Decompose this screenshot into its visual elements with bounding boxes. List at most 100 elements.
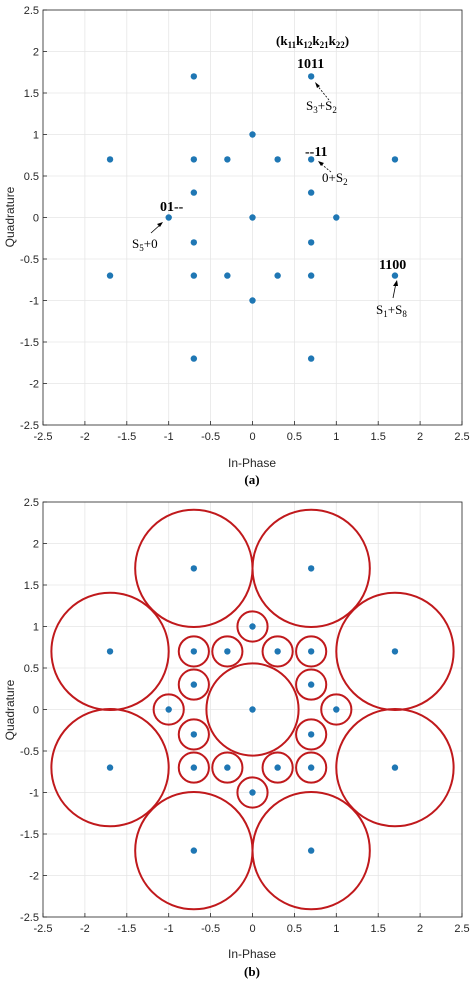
- decision-circle: [335, 591, 455, 712]
- annotation-1011-code: 1011: [297, 57, 324, 72]
- ticks-a: -2.5 -2 -1.5 -1 -0.5 0 0.5 1 1.5 2 2.5 2.5 2 1.5 1 0.5 0…: [20, 5, 470, 443]
- points-b: [106, 565, 399, 854]
- annotation-01-code: 01--: [160, 200, 184, 215]
- constellation-point: [224, 156, 231, 163]
- y-tick-label-a: -0.5: [20, 254, 39, 266]
- constellation-point: [249, 297, 256, 304]
- y-tick-label-a: 2.5: [24, 5, 39, 17]
- decision-circle: [295, 751, 328, 784]
- constellation-point: [307, 565, 315, 572]
- decision-circle: [211, 751, 244, 784]
- arrowhead-1011: [315, 82, 320, 88]
- y-tick-label-a: -1: [29, 296, 39, 308]
- decision-circle: [177, 635, 210, 668]
- arrowhead-11: [318, 161, 324, 166]
- constellation-point: [307, 189, 315, 196]
- constellation-point: [333, 214, 340, 221]
- decision-circle: [251, 508, 371, 629]
- arrowhead-1100: [393, 280, 398, 286]
- constellation-point: [106, 272, 114, 279]
- y-tick-label-a: -2.5: [20, 420, 39, 432]
- decision-circle: [236, 776, 269, 809]
- points-a: [106, 73, 399, 362]
- decision-circles-b: [50, 508, 455, 911]
- decision-circle: [261, 635, 294, 668]
- decision-circle: [50, 707, 170, 828]
- constellation-point: [190, 272, 198, 279]
- annotation-1100-code: 1100: [379, 258, 406, 273]
- x-tick-label-b: 1.5: [371, 923, 386, 935]
- x-tick-label-b: -1.5: [117, 923, 136, 935]
- panel-label-a: (a): [244, 472, 259, 487]
- constellation-point: [274, 156, 281, 163]
- y-axis-label-b: Quadrature: [3, 679, 17, 740]
- constellation-point: [249, 131, 256, 138]
- x-tick-label-a: -2.5: [34, 431, 53, 443]
- decision-circle: [177, 668, 210, 701]
- constellation-point: [224, 648, 231, 655]
- x-tick-label-a: 0.5: [287, 431, 302, 443]
- constellation-point: [165, 214, 172, 221]
- constellation-point: [190, 189, 198, 196]
- constellation-point: [224, 764, 231, 771]
- panel-label-b: (b): [244, 964, 260, 979]
- constellation-point: [391, 156, 399, 163]
- x-axis-label-b: In-Phase: [228, 947, 276, 961]
- constellation-point: [190, 648, 198, 655]
- constellation-point: [307, 731, 315, 738]
- x-tick-label-b: -1: [164, 923, 174, 935]
- decision-circle: [335, 707, 455, 828]
- constellation-point: [190, 764, 198, 771]
- constellation-point: [249, 623, 256, 630]
- x-tick-label-b: 0.5: [287, 923, 302, 935]
- y-tick-label-b: -1.5: [20, 829, 39, 841]
- decision-circle: [177, 718, 210, 751]
- y-tick-label-b: -2: [29, 871, 39, 883]
- decision-circle: [295, 668, 328, 701]
- constellation-point: [307, 764, 315, 771]
- constellation-point: [307, 681, 315, 688]
- y-tick-label-b: -2.5: [20, 912, 39, 924]
- annotation-header: (k11​k12​k21​k22​): [276, 33, 349, 50]
- constellation-point: [106, 764, 114, 771]
- constellation-point: [274, 272, 281, 279]
- constellation-point: [307, 73, 315, 80]
- decision-circle: [295, 718, 328, 751]
- x-tick-label-b: -0.5: [201, 923, 220, 935]
- constellation-point: [333, 706, 340, 713]
- y-tick-label-b: 0.5: [24, 663, 39, 675]
- annotation-1100-label: S1​+S8​: [376, 302, 407, 319]
- x-tick-label-b: -2.5: [34, 923, 53, 935]
- y-tick-label-a: -1.5: [20, 337, 39, 349]
- constellation-point: [391, 648, 399, 655]
- x-tick-label-a: 2: [417, 431, 423, 443]
- constellation-point: [190, 156, 198, 163]
- constellation-point: [106, 156, 114, 163]
- y-tick-label-b: 2.5: [24, 497, 39, 509]
- annotation-11-code: --11: [305, 145, 328, 160]
- y-tick-label-a: 1: [33, 130, 39, 142]
- constellation-point: [307, 648, 315, 655]
- x-axis-label-a: In-Phase: [228, 456, 276, 470]
- decision-circle: [211, 635, 244, 668]
- x-tick-label-a: 1: [333, 431, 339, 443]
- decision-circle: [177, 751, 210, 784]
- decision-circle: [236, 610, 269, 643]
- constellation-point: [165, 706, 172, 713]
- constellation-point: [224, 272, 231, 279]
- constellation-point: [190, 239, 198, 246]
- decision-circle: [295, 635, 328, 668]
- constellation-point: [190, 355, 198, 362]
- ticks-b: -2.5 -2 -1.5 -1 -0.5 0 0.5 1 1.5 2 2.5 2.5 2 1.5 1 0.5 0…: [20, 497, 470, 935]
- x-tick-label-a: -2: [80, 431, 90, 443]
- constellation-point: [391, 272, 399, 279]
- constellation-point: [391, 764, 399, 771]
- constellation-point: [190, 681, 198, 688]
- x-tick-label-b: 0: [249, 923, 255, 935]
- y-tick-label-a: 2: [33, 47, 39, 59]
- y-tick-label-b: 1.5: [24, 580, 39, 592]
- decision-circle: [261, 751, 294, 784]
- constellation-point: [274, 648, 281, 655]
- y-tick-label-b: 0: [33, 705, 39, 717]
